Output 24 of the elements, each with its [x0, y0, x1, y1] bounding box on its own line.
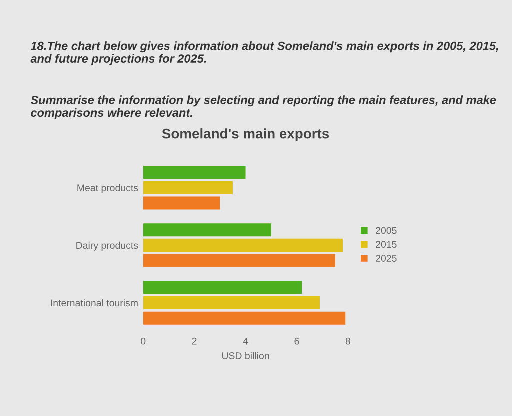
bar	[143, 166, 246, 180]
y-tick-label: Meat products	[78, 184, 138, 194]
bar	[143, 238, 344, 252]
bar	[143, 254, 336, 268]
text: 18.The chart below gives information about Someland's main exports in 2005, 2015, and future projections for 2025.	[30, 42, 498, 66]
x-axis-title: USD billion	[222, 352, 270, 360]
bar	[143, 196, 220, 210]
legend-label: 2005	[376, 227, 397, 234]
x-tick-label: 2	[192, 338, 197, 345]
bar	[143, 281, 302, 294]
bar	[143, 224, 272, 237]
x-tick-label: 8	[346, 338, 350, 345]
chart-title: Someland's main exports	[162, 128, 330, 142]
x-tick-label: 4	[243, 338, 248, 345]
bar	[143, 181, 233, 194]
bar	[143, 312, 346, 325]
text: Summarise the information by selecting and reporting the main features, and make comparisons where relevant.	[30, 96, 496, 120]
bar	[143, 296, 320, 310]
legend-label: 2015	[376, 241, 397, 248]
x-tick-label: 0	[141, 338, 146, 345]
x-tick-label: 6	[294, 338, 300, 345]
y-tick-label: Dairy products	[76, 242, 138, 251]
legend-label: 2025	[376, 255, 397, 262]
y-tick-label: International tourism	[51, 299, 138, 307]
